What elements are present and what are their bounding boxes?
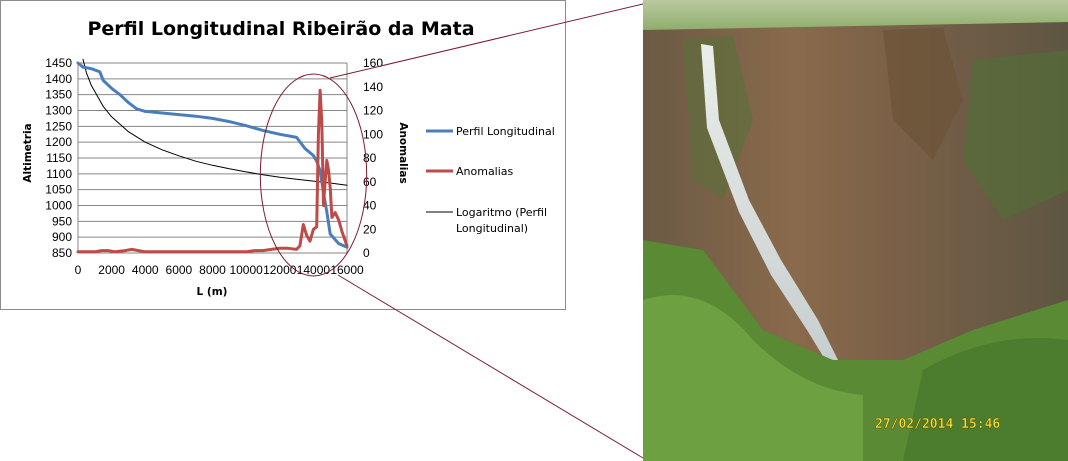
y-tick-label-11: 1400	[45, 72, 72, 86]
x-tick-label-4: 8000	[199, 263, 226, 277]
x-axis-ticks: 0 2000 4000 6000 8000 10000 12000 14000 16000	[75, 263, 364, 277]
y2-tick-label-7: 140	[363, 80, 383, 94]
waterfall-photo: 27/02/2014 15:46	[643, 0, 1068, 461]
x-tick-label-6: 12000	[263, 263, 297, 277]
y2-tick-label-1: 20	[363, 222, 377, 236]
legend-label-logaritmo: Logaritmo (Perfil Longitudinal)	[456, 206, 547, 235]
y2-tick-label-3: 60	[363, 175, 377, 189]
x-tick-label-3: 6000	[166, 263, 193, 277]
chart-panel: Perfil Longitudinal Ribeirão da Mata 850…	[0, 0, 566, 310]
y-tick-label-8: 1250	[45, 119, 72, 133]
y-tick-label-12: 1450	[45, 56, 72, 70]
x-axis-title: L (m)	[197, 286, 228, 298]
y-tick-label-9: 1300	[45, 104, 72, 118]
y2-tick-label-8: 160	[363, 56, 383, 70]
chart-svg: Perfil Longitudinal Ribeirão da Mata 850…	[22, 18, 555, 298]
y-tick-label-7: 1200	[45, 135, 72, 149]
waterfall	[701, 44, 839, 366]
foreground-trees-left	[643, 295, 863, 461]
cliff-shadow	[883, 28, 963, 160]
y2-tick-label-2: 40	[363, 199, 377, 213]
y2-tick-label-5: 100	[363, 127, 383, 141]
y2-tick-label-6: 120	[363, 104, 383, 118]
legend-label-perfil: Perfil Longitudinal	[456, 125, 555, 138]
anomaly-ellipse	[259, 73, 368, 277]
x-tick-label-8: 16000	[330, 263, 364, 277]
y-tick-label-1: 900	[52, 230, 72, 244]
chart-title: Perfil Longitudinal Ribeirão da Mata	[87, 18, 474, 40]
x-tick-label-5: 10000	[229, 263, 263, 277]
x-tick-label-0: 0	[75, 263, 82, 277]
y2-axis-title: Anomalias	[397, 122, 409, 183]
y-tick-label-0: 850	[52, 246, 72, 260]
grid-lines	[77, 62, 348, 254]
x-tick-label-1: 2000	[98, 263, 125, 277]
series-line-logaritmo	[82, 58, 348, 186]
waterfall-photo-svg: 27/02/2014 15:46	[643, 0, 1068, 461]
series-line-anomalias	[76, 88, 349, 254]
y-tick-label-4: 1050	[45, 183, 72, 197]
y2-tick-label-0: 0	[363, 246, 370, 260]
x-tick-label-7: 14000	[297, 263, 331, 277]
y-tick-label-2: 950	[52, 214, 72, 228]
x-tick-label-2: 4000	[132, 263, 159, 277]
y-tick-label-10: 1350	[45, 88, 72, 102]
series-layer	[76, 58, 349, 254]
legend: Perfil Longitudinal Anomalias Logaritmo …	[426, 125, 555, 235]
foreground-trees-right	[903, 338, 1068, 461]
cliff-vegetation-right	[963, 50, 1068, 220]
y-tick-label-6: 1150	[46, 151, 72, 165]
series-line-perfil-longitudinal	[76, 61, 349, 249]
y-axis-title: Altimetria	[22, 123, 34, 182]
photo-timestamp: 27/02/2014 15:46	[875, 417, 1000, 432]
y-tick-label-3: 1000	[45, 199, 72, 213]
legend-label-anomalias: Anomalias	[456, 165, 514, 178]
y-tick-label-5: 1100	[46, 167, 72, 181]
annotation-layer	[259, 73, 368, 277]
